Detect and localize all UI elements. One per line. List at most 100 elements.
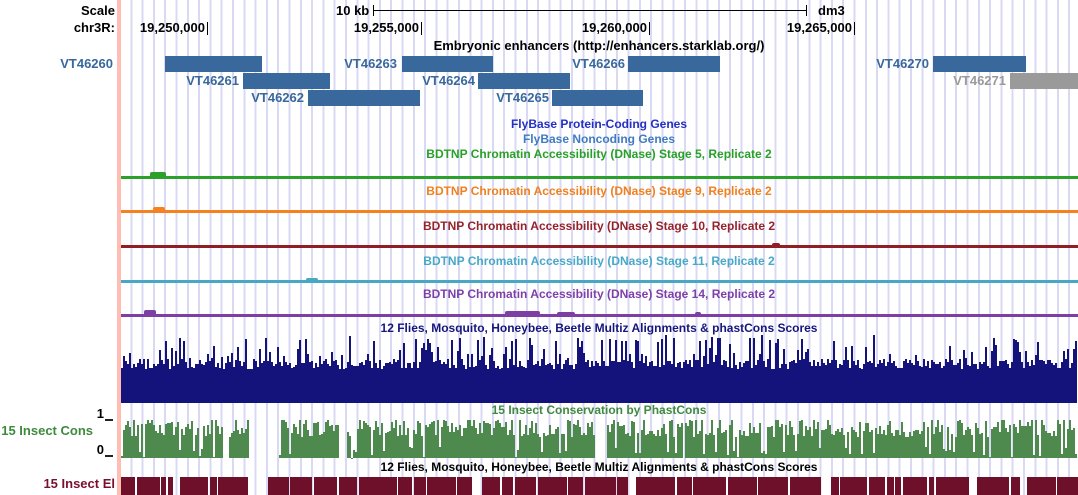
enhancer-label-vt46261: VT46261 [186,73,239,88]
stage14-signal-peak [144,310,156,314]
cons-track-left-label[interactable]: 15 Insect Cons [1,423,93,438]
scale-label: Scale [81,3,115,18]
conserved-element-block [427,477,456,495]
stage5-signal-baseline[interactable] [121,176,1078,179]
enhancer-box-vt46266[interactable] [628,56,720,72]
coordinate-tick-mark [854,22,855,35]
conserved-element-block [758,477,789,495]
cons-axis-min-tick [105,455,113,457]
stage10-signal-baseline[interactable] [121,245,1078,248]
conserved-element-block [895,477,902,495]
conserved-element-block [358,477,397,495]
view-start-marker-line [117,0,121,495]
track-title-bdtnp-stage10: BDTNP Chromatin Accessibility (DNase) St… [422,219,776,233]
enhancer-label-vt46263: VT46263 [344,56,397,71]
conserved-element-block [121,477,135,495]
enhancer-track-title: Embryonic enhancers (http://enhancers.st… [433,38,765,53]
conserved-element-block [727,477,757,495]
stage9-signal-baseline[interactable] [121,210,1078,213]
conserved-element-block [1010,477,1021,495]
phastcons-elements-track[interactable] [121,477,1078,495]
conserved-element-block [501,477,514,495]
track-title-bdtnp-stage9: BDTNP Chromatin Accessibility (DNase) St… [426,184,772,198]
scale-distance-label: 10 kb [336,3,370,18]
conserved-element-block [636,477,676,495]
stage14-signal-peak [557,312,575,314]
cons-axis-max-label: 1 [96,406,104,421]
coordinate-tick-label: 19,250,000 [139,20,205,35]
track-title-phastcons-title: 15 Insect Conservation by PhastCons [491,403,707,417]
enhancer-label-vt46260: VT46260 [60,56,113,71]
coordinate-tick-mark [649,22,650,35]
conserved-element-block [168,477,174,495]
scale-bar [373,5,807,16]
conserved-element-block [398,477,413,495]
enhancer-box-vt46265[interactable] [552,90,643,106]
stage9-signal-peak [153,207,165,210]
conserved-element-block [136,477,160,495]
phastcons-wiggle[interactable] [121,420,1078,458]
conserved-element-block [290,477,312,495]
conserved-element-block [935,477,969,495]
enhancer-box-vt46261[interactable] [243,73,330,89]
conserved-element-block [1027,477,1056,495]
track-title-bdtnp-stage11: BDTNP Chromatin Accessibility (DNase) St… [423,254,775,268]
enhancer-box-vt46271[interactable] [1010,73,1078,89]
conserved-element-block [161,477,167,495]
conserved-element-block [790,477,822,495]
enhancer-label-vt46264: VT46264 [422,73,475,88]
enhancer-label-vt46271: VT46271 [953,73,1006,88]
enhancer-label-vt46270: VT46270 [876,56,929,71]
conserved-element-block [481,477,501,495]
conserved-element-block [977,477,1010,495]
enhancer-box-vt46264[interactable] [478,73,570,89]
conserved-element-block [313,477,338,495]
track-title-flybase-coding: FlyBase Protein-Coding Genes [510,117,688,131]
enhancer-label-vt46265: VT46265 [496,90,549,105]
conserved-element-block [693,477,727,495]
assembly-label: dm3 [818,3,845,18]
conserved-element-block [830,477,839,495]
stage11-signal-peak [306,278,318,280]
multiz-conservation-wiggle[interactable] [121,335,1078,403]
conserved-element-block [268,477,289,495]
coordinate-tick-label: 19,260,000 [581,20,647,35]
coordinate-tick-label: 19,265,000 [786,20,852,35]
stage5-signal-peak [150,172,166,176]
stage11-signal-baseline[interactable] [121,280,1078,283]
stage14-signal-baseline[interactable] [121,314,1078,317]
conserved-element-block [1057,477,1078,495]
track-title-flybase-noncoding: FlyBase Noncoding Genes [522,132,676,146]
enhancer-box-vt46263[interactable] [402,56,493,72]
enhancer-box-vt46262[interactable] [308,90,420,106]
conserved-element-block [840,477,867,495]
stage14-signal-peak [505,311,540,314]
conserved-element-block [413,477,426,495]
conserved-element-block [339,477,357,495]
enhancer-box-vt46260[interactable] [165,56,262,72]
coordinate-tick-label: 19,255,000 [353,20,419,35]
conserved-element-block [868,477,885,495]
coordinate-tick-mark [207,22,208,35]
conserved-element-block [928,477,935,495]
enhancer-label-vt46266: VT46266 [572,56,625,71]
coordinate-tick-mark [421,22,422,35]
cons-axis-min-label: 0 [96,442,104,457]
conserved-element-block [180,477,208,495]
track-title-multiz-title: 12 Flies, Mosquito, Honeybee, Beetle Mul… [380,321,818,335]
stage10-signal-peak [772,243,780,245]
chromosome-label: chr3R: [73,20,115,35]
stage14-signal-peak [695,312,701,314]
elements-track-left-label[interactable]: 15 Insect El [43,476,115,491]
track-title-bdtnp-stage5: BDTNP Chromatin Accessibility (DNase) St… [426,147,772,161]
conserved-element-block [538,477,567,495]
conserved-element-block [209,477,217,495]
track-title-bdtnp-stage14: BDTNP Chromatin Accessibility (DNase) St… [422,287,776,301]
conserved-element-block [568,477,583,495]
conserved-element-block [676,477,692,495]
track-title-multiz-title-2: 12 Flies, Mosquito, Honeybee, Beetle Mul… [380,460,818,474]
conserved-element-block [617,477,628,495]
enhancer-box-vt46270[interactable] [933,56,1026,72]
cons-axis-max-tick [105,419,113,421]
